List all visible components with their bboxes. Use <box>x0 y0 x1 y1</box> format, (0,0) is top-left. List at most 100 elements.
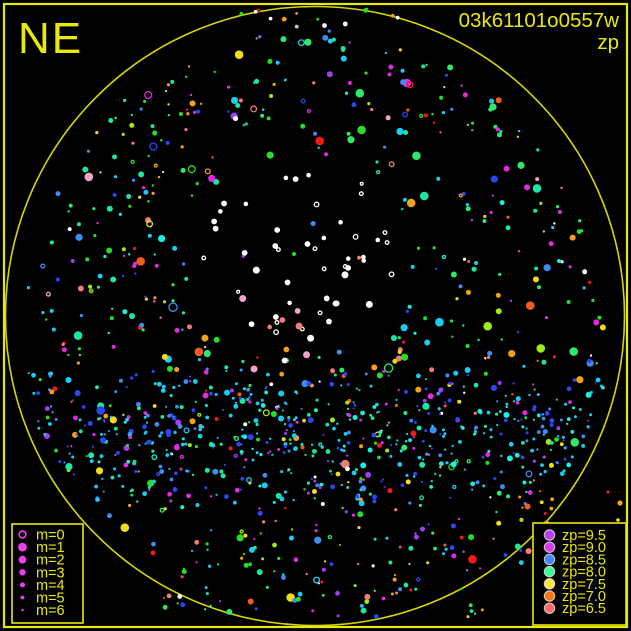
star-point <box>471 128 474 132</box>
star-point <box>525 301 535 310</box>
star-point <box>307 334 315 342</box>
star-point <box>143 189 149 195</box>
star-point <box>261 520 266 524</box>
star-point <box>241 249 248 256</box>
legend-row: zp=7.5 <box>543 577 606 593</box>
star-point <box>244 122 248 126</box>
star-point <box>125 385 128 389</box>
star-point <box>475 480 480 485</box>
star-point <box>320 501 325 506</box>
star-point <box>295 596 301 602</box>
star-point <box>295 420 299 424</box>
star-point <box>313 576 321 584</box>
star-point <box>269 382 274 387</box>
star-point <box>364 71 368 75</box>
star-point <box>283 423 287 426</box>
star-point <box>606 490 610 494</box>
star-point <box>329 562 334 567</box>
star-point <box>376 170 381 175</box>
star-point <box>302 418 306 423</box>
star-point <box>160 139 163 142</box>
star-point <box>151 369 155 374</box>
star-point <box>102 418 106 421</box>
star-point <box>214 392 218 396</box>
star-point <box>78 418 82 422</box>
star-point <box>44 318 48 321</box>
star-point <box>472 433 475 436</box>
star-point <box>487 449 491 453</box>
star-point <box>441 254 447 260</box>
star-point <box>343 432 348 436</box>
star-point <box>323 560 327 563</box>
star-point <box>126 443 130 447</box>
star-point <box>161 353 168 360</box>
star-point <box>248 562 252 567</box>
star-point <box>500 454 503 458</box>
star-point <box>122 413 125 417</box>
star-point <box>131 178 136 182</box>
star-point <box>179 454 184 460</box>
star-point <box>548 407 552 411</box>
star-point <box>284 432 288 436</box>
star-point <box>429 484 434 489</box>
star-point <box>313 475 317 479</box>
star-point <box>219 469 224 474</box>
star-point <box>151 454 158 461</box>
star-point <box>441 434 445 438</box>
star-point <box>279 317 286 323</box>
star-point <box>549 448 553 452</box>
star-point <box>237 392 242 397</box>
star-point <box>239 294 247 302</box>
star-point <box>332 300 339 307</box>
star-point <box>236 441 242 447</box>
star-point <box>118 212 122 216</box>
star-point <box>513 418 516 421</box>
star-point <box>312 246 318 252</box>
star-point <box>37 426 41 430</box>
star-point <box>121 132 125 136</box>
star-point <box>384 51 388 55</box>
star-point <box>347 80 352 85</box>
star-point <box>392 358 398 364</box>
star-point <box>313 497 316 500</box>
star-point <box>97 417 101 421</box>
scatter-points <box>26 7 623 619</box>
star-point <box>281 575 286 580</box>
star-point <box>92 432 96 437</box>
star-point <box>209 391 213 396</box>
star-point <box>419 191 429 201</box>
star-point <box>159 469 165 474</box>
star-point <box>442 552 446 556</box>
star-point <box>181 569 187 575</box>
star-point <box>413 435 416 439</box>
star-point <box>562 439 565 442</box>
star-point <box>345 454 349 457</box>
star-point <box>256 356 259 359</box>
star-point <box>113 467 117 471</box>
star-point <box>459 588 462 591</box>
legend-swatch-zp2 <box>543 553 556 566</box>
star-point <box>436 391 441 396</box>
star-point <box>172 415 175 418</box>
star-point <box>233 453 238 458</box>
star-point <box>128 435 133 440</box>
star-point <box>255 422 259 427</box>
star-point <box>533 208 538 213</box>
star-point <box>187 65 191 68</box>
star-point <box>99 171 102 174</box>
star-point <box>143 415 147 419</box>
star-point <box>44 406 50 411</box>
star-point <box>267 58 273 64</box>
star-point <box>262 409 270 417</box>
star-point <box>473 382 479 388</box>
star-point <box>383 363 394 373</box>
star-point <box>255 432 259 435</box>
star-point <box>211 156 214 159</box>
star-point <box>144 295 147 298</box>
star-point <box>162 604 168 610</box>
star-point <box>359 603 364 608</box>
star-point <box>158 464 163 469</box>
legend-row: m=1 <box>18 540 65 556</box>
star-point <box>414 532 417 535</box>
star-point <box>445 461 449 465</box>
